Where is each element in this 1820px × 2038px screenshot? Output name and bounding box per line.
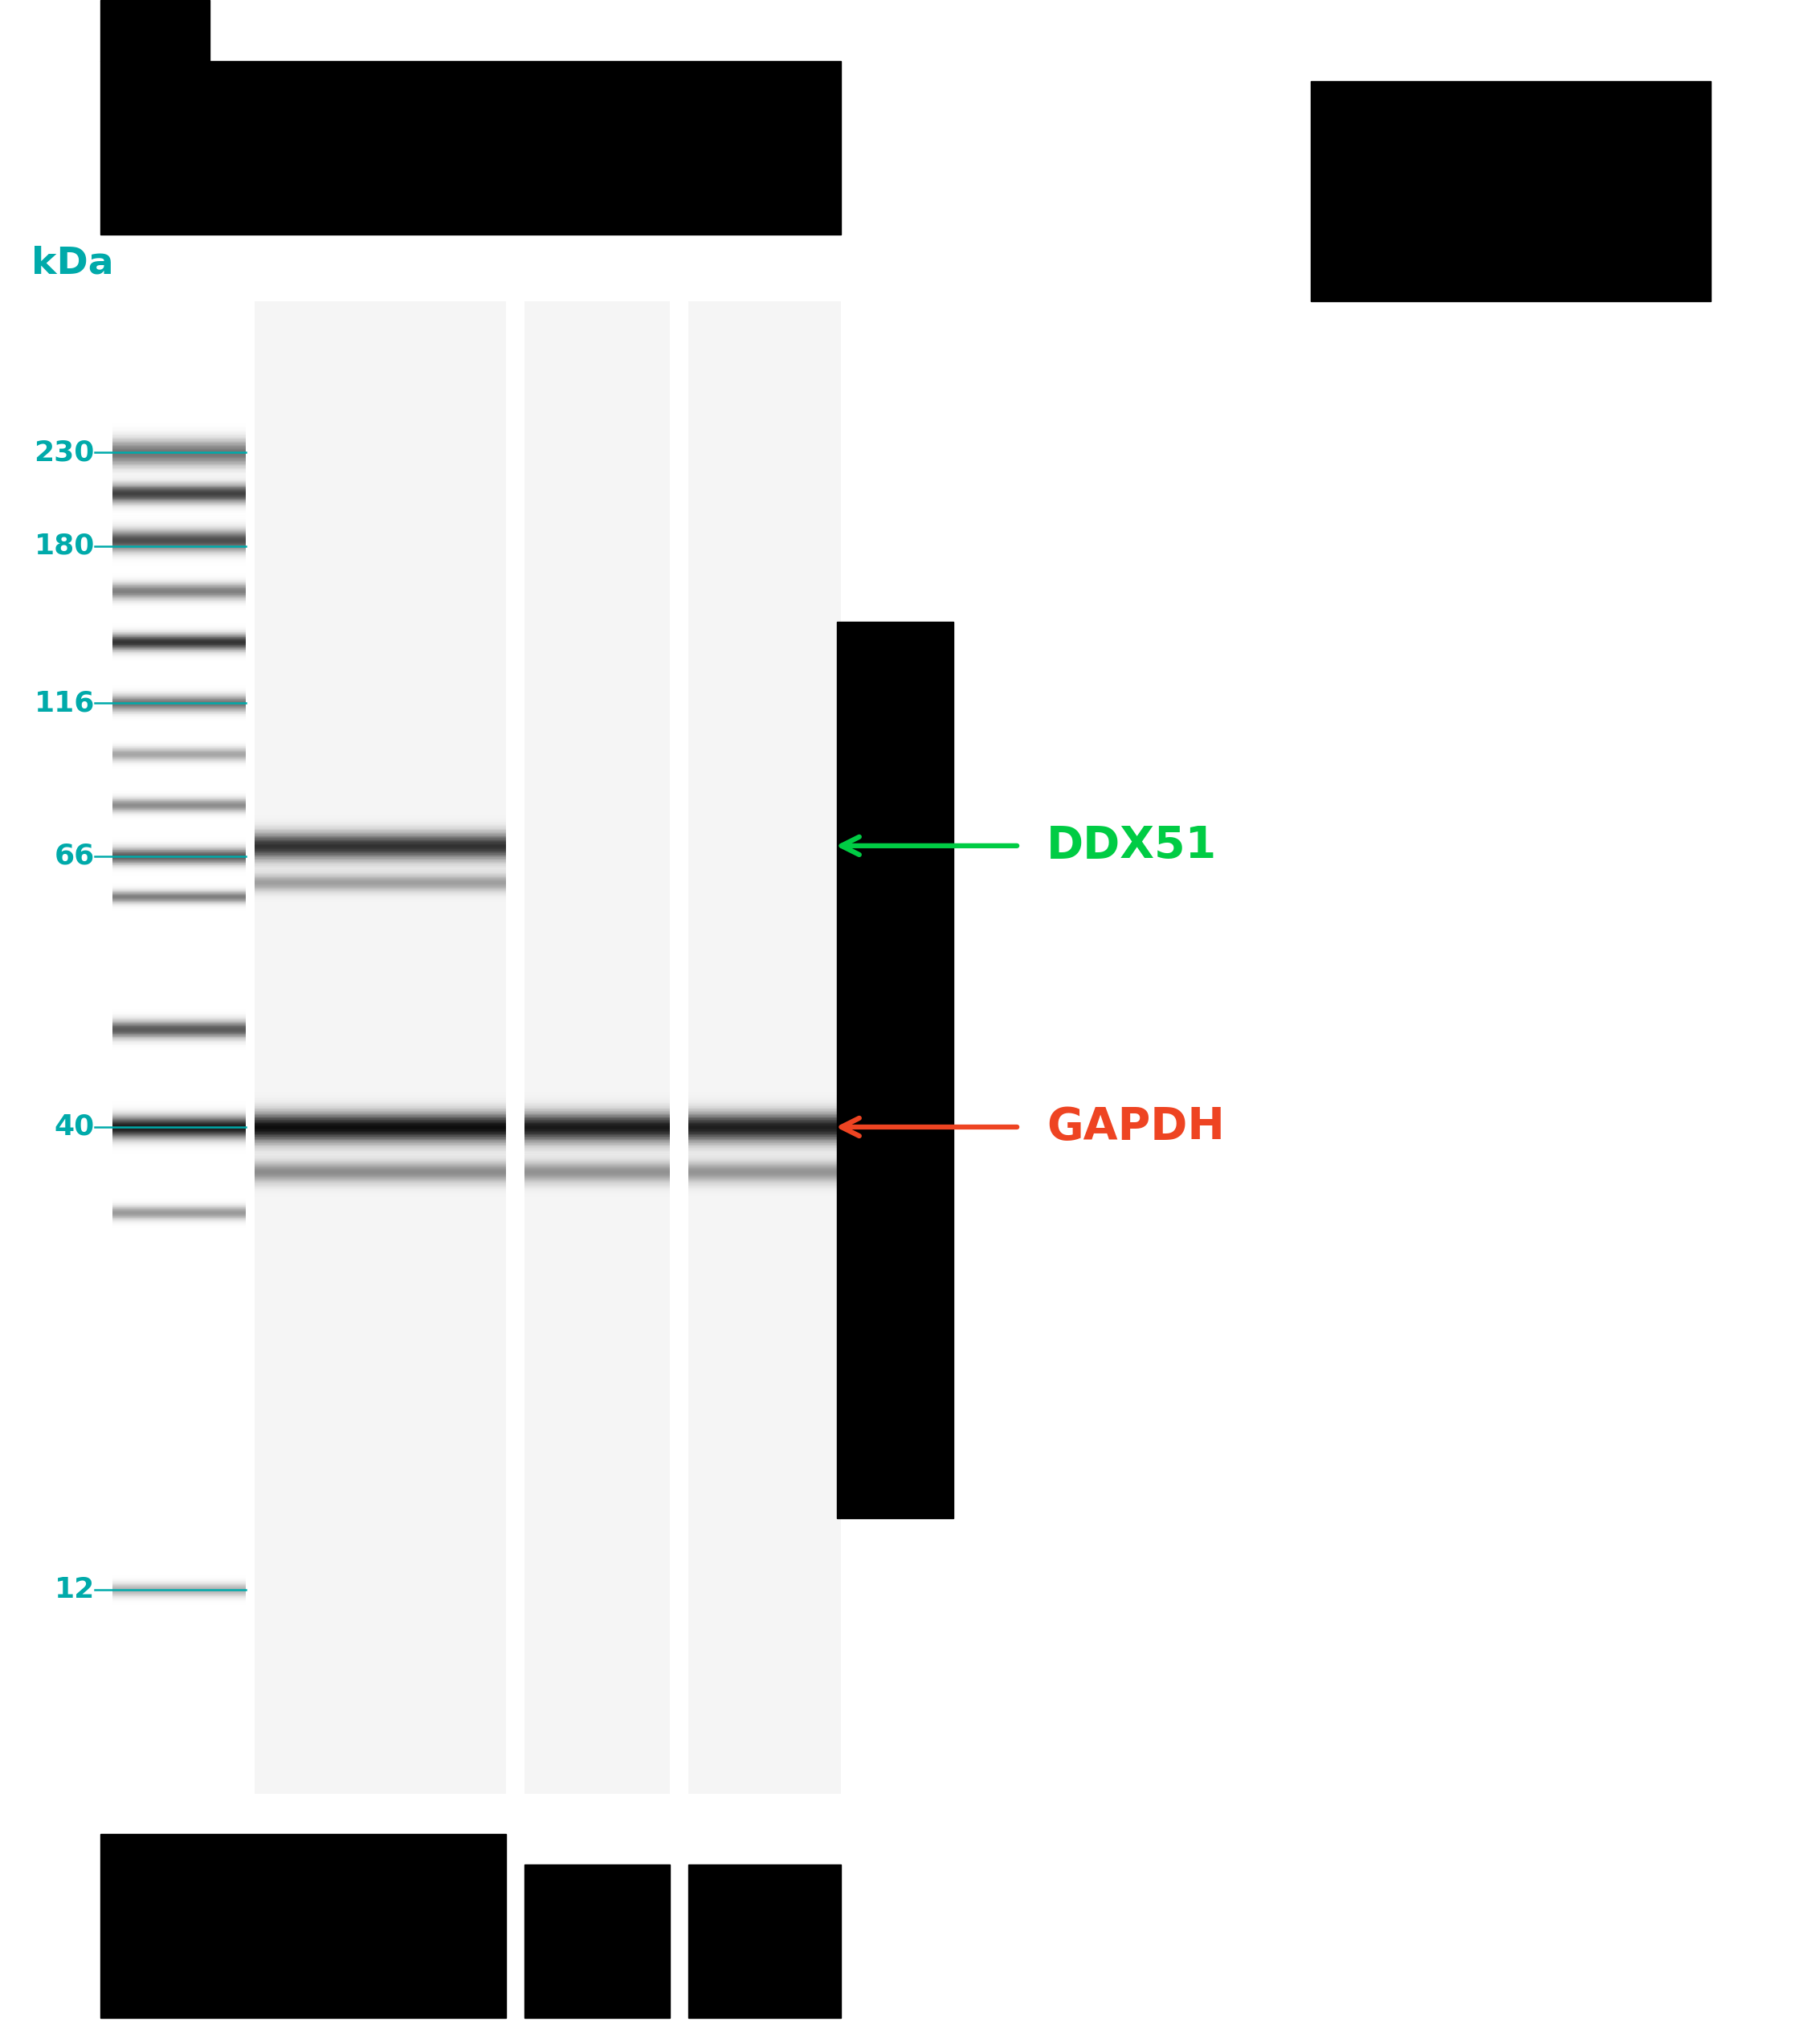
Bar [113,302,841,1793]
Text: DDX51: DDX51 [1046,823,1218,868]
Text: 12: 12 [55,1575,95,1604]
Bar [837,622,954,1518]
Text: 66: 66 [55,842,95,870]
Bar [688,1865,841,2018]
Text: 230: 230 [35,438,95,467]
Text: 116: 116 [35,689,95,717]
Bar [688,302,841,1793]
Text: kDa: kDa [31,245,113,281]
Bar [1310,82,1711,302]
Bar [255,302,506,1793]
Bar [100,61,841,234]
Bar [524,1865,670,2018]
Bar [100,1834,506,2018]
Bar [524,302,670,1793]
Bar [100,0,209,61]
Text: GAPDH: GAPDH [1046,1105,1225,1149]
Text: 180: 180 [35,532,95,560]
Text: 40: 40 [55,1113,95,1141]
